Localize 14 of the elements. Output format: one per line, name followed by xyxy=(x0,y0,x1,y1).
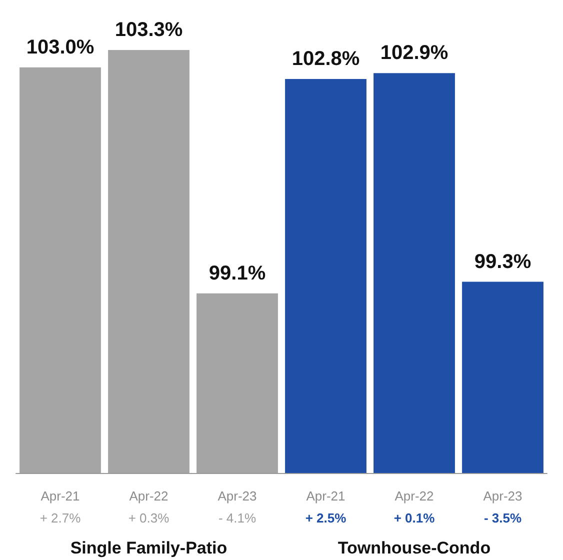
x-tick-label: Apr-22 + 0.3% xyxy=(128,488,170,526)
data-label: 103.3% xyxy=(114,19,183,41)
x-tick-label: Apr-23 - 3.5% xyxy=(483,488,522,526)
data-label: 102.8% xyxy=(292,48,360,70)
text: Single Family-Patio xyxy=(70,538,228,558)
text: Townhouse-Condo xyxy=(338,538,491,558)
x-tick-label: Apr-21 + 2.7% xyxy=(40,488,82,526)
x-tick-label: Apr-22 + 0.1% xyxy=(394,488,436,526)
data-label: 99.1% xyxy=(208,262,266,284)
data-label: 102.9% xyxy=(380,42,448,64)
data-label: 103.0% xyxy=(26,36,94,58)
x-tick-label: Apr-23 - 4.1% xyxy=(218,488,257,526)
x-tick-label: Apr-21 + 2.5% xyxy=(305,488,347,526)
data-label: 99.3% xyxy=(474,250,532,273)
